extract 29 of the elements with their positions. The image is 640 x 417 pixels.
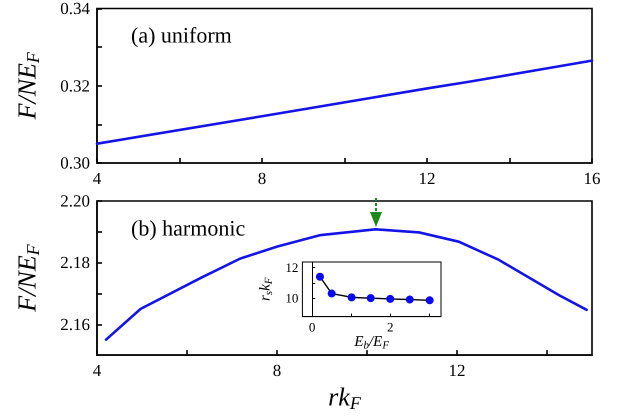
point — [348, 293, 356, 302]
x-tick-label: 8 — [258, 169, 266, 188]
point — [316, 272, 324, 281]
x-tick-label: 12 — [418, 169, 436, 188]
y-tick-label: 2.18 — [60, 253, 90, 272]
y-tick-label: 2.16 — [60, 314, 90, 334]
y-axis-title: F/NEF — [12, 51, 43, 120]
y-axis-title: F/NEF — [12, 243, 43, 313]
x-tick-label: 16 — [584, 169, 600, 188]
y-tick-label: 0.32 — [60, 76, 90, 96]
x-tick-label: 4 — [92, 361, 102, 380]
y-tick-label: 10 — [285, 290, 298, 306]
x-tick-label: 8 — [272, 361, 282, 380]
point — [328, 290, 336, 298]
y-axis-title: rskF — [258, 277, 275, 302]
x-tick-label: 12 — [448, 361, 466, 380]
point — [366, 294, 375, 302]
line-series — [96, 59, 594, 145]
annotation: (a) uniform — [131, 22, 232, 48]
point — [426, 296, 434, 304]
x-tick-label: 0 — [308, 320, 316, 335]
x-tick-label: 4 — [92, 169, 102, 188]
y-tick-label: 0.30 — [60, 154, 90, 172]
annotation: (b) harmonic — [131, 216, 246, 240]
point — [386, 294, 394, 303]
x-tick-label: 2 — [386, 320, 394, 335]
point — [406, 296, 414, 304]
y-tick-label: 0.34 — [60, 0, 90, 18]
y-tick-label: 2.20 — [60, 192, 90, 210]
